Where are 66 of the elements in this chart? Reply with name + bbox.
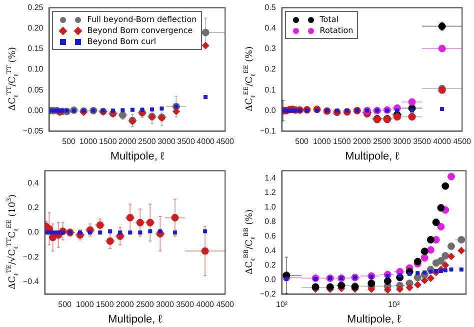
- x-tick-label: 500: [58, 300, 72, 310]
- x-tick-label: 4500: [216, 137, 235, 146]
- y-tick-label: −0.05: [22, 126, 44, 136]
- x-tick-label: 1000: [76, 300, 94, 310]
- x-tick-label: 4500: [216, 300, 235, 310]
- y-tick-label: 0.4: [264, 24, 276, 33]
- y-tick-label: −0.2: [22, 252, 40, 262]
- y-tick-label: 0.20: [28, 24, 44, 33]
- y-tick-label: 0.00: [28, 106, 44, 115]
- x-tick-label: 2500: [138, 137, 156, 146]
- y-tick-label: 0.10: [28, 64, 44, 74]
- y-tick-label: 0.4: [28, 178, 40, 188]
- y-tick-label: 0.0: [264, 274, 276, 284]
- y-tick-label: 0.2: [264, 260, 276, 270]
- x-tick-label: 3000: [156, 300, 174, 310]
- x-tick-label: 3000: [158, 137, 176, 146]
- y-tick-label: 0.2: [28, 203, 40, 212]
- y-tick-label: −0.2: [260, 289, 276, 298]
- x-tick-label: 1500: [332, 137, 352, 146]
- x-tick-label: 3000: [393, 137, 412, 146]
- y-tick-label: 1.4: [264, 173, 276, 182]
- x-tick-label: 3500: [413, 137, 432, 146]
- x-tick-label: 4500: [453, 137, 472, 146]
- y-tick-label: 0.4: [264, 246, 276, 255]
- x-tick-label: 500: [62, 137, 76, 146]
- x-tick-label: 2500: [136, 300, 154, 310]
- x-tick-label: 1500: [98, 137, 118, 146]
- x-tick-label: 2000: [116, 300, 134, 310]
- x-tick-label: 4000: [433, 137, 452, 146]
- y-tick-label: 0.5: [264, 3, 276, 12]
- x-tick-label: 2000: [118, 137, 137, 146]
- legend-label: Total: [320, 14, 338, 24]
- x-axis-title: Multipole, ℓ: [345, 150, 400, 162]
- x-tick-label: 10³: [388, 300, 400, 310]
- y-tick-label: 1.2: [264, 188, 276, 197]
- y-tick-label: 0.0: [28, 228, 40, 237]
- x-axis-title: Multipole, ℓ: [110, 150, 164, 162]
- x-tick-label: 3500: [177, 137, 196, 146]
- x-tick-label: 4000: [196, 300, 215, 310]
- x-axis-title: Multipole, ℓ: [347, 313, 402, 326]
- x-tick-label: 1500: [96, 300, 114, 310]
- legend-label: Rotation: [320, 26, 354, 35]
- y-tick-label: 0.6: [264, 231, 276, 240]
- y-tick-label: 0.05: [28, 85, 44, 94]
- x-tick-label: 1000: [79, 137, 98, 146]
- y-tick-label: 0.3: [264, 44, 276, 54]
- x-tick-label: 2000: [353, 137, 372, 146]
- y-tick-label: 0.0: [264, 106, 276, 115]
- y-tick-label: 0.25: [28, 3, 44, 12]
- legend-label: Beyond Born curl: [87, 36, 156, 46]
- x-tick-label: 3500: [176, 300, 194, 310]
- y-tick-label: −0.4: [22, 277, 40, 286]
- legend-label: Beyond Born convergence: [87, 26, 193, 35]
- x-tick-label: 2500: [373, 137, 392, 146]
- y-tick-label: 0.1: [264, 85, 276, 94]
- x-axis-title: Multipole, ℓ: [108, 313, 162, 326]
- x-tick-label: 4000: [196, 137, 216, 146]
- y-tick-label: 1.0: [264, 202, 276, 212]
- y-tick-label: 0.8: [264, 216, 276, 226]
- y-tick-label: 0.2: [264, 64, 276, 74]
- y-tick-label: −0.1: [260, 126, 276, 136]
- x-tick-label: 500: [295, 137, 310, 146]
- x-tick-label: 10²: [276, 300, 288, 310]
- x-tick-label: 1000: [312, 137, 332, 146]
- legend-label: Full beyond-Born deflection: [87, 14, 197, 24]
- y-tick-label: 0.15: [28, 44, 44, 54]
